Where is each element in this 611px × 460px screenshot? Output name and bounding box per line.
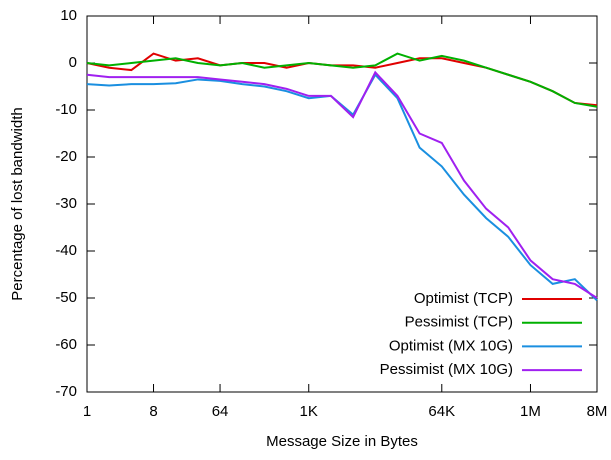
legend-label: Optimist (TCP) [414, 290, 513, 307]
x-tick-label: 1M [520, 403, 541, 420]
y-tick-label: -70 [55, 383, 77, 400]
y-tick-label: -20 [55, 148, 77, 165]
y-tick-label: -40 [55, 242, 77, 259]
y-tick-label: -60 [55, 336, 77, 353]
series-line [86, 52, 598, 108]
y-tick-label: -30 [55, 195, 77, 212]
series-line [86, 73, 598, 302]
y-tick-label: -50 [55, 289, 77, 306]
series-line [86, 70, 598, 299]
x-tick-label: 8 [149, 403, 157, 420]
legend-label: Optimist (MX 10G) [389, 337, 513, 354]
legend-label: Pessimist (TCP) [405, 314, 513, 331]
y-axis-title: Percentage of lost bandwidth [9, 107, 26, 300]
x-tick-label: 1K [300, 403, 318, 420]
y-tick-label: 10 [60, 7, 77, 24]
x-tick-label: 64 [212, 403, 229, 420]
x-tick-label: 8M [587, 403, 608, 420]
y-tick-label: -10 [55, 101, 77, 118]
plot-frame [86, 15, 598, 393]
x-tick-label: 1 [83, 403, 91, 420]
x-axis-title: Message Size in Bytes [266, 433, 418, 450]
y-tick-label: 0 [69, 54, 77, 71]
x-tick-label: 64K [428, 403, 455, 420]
legend-label: Pessimist (MX 10G) [380, 361, 513, 378]
